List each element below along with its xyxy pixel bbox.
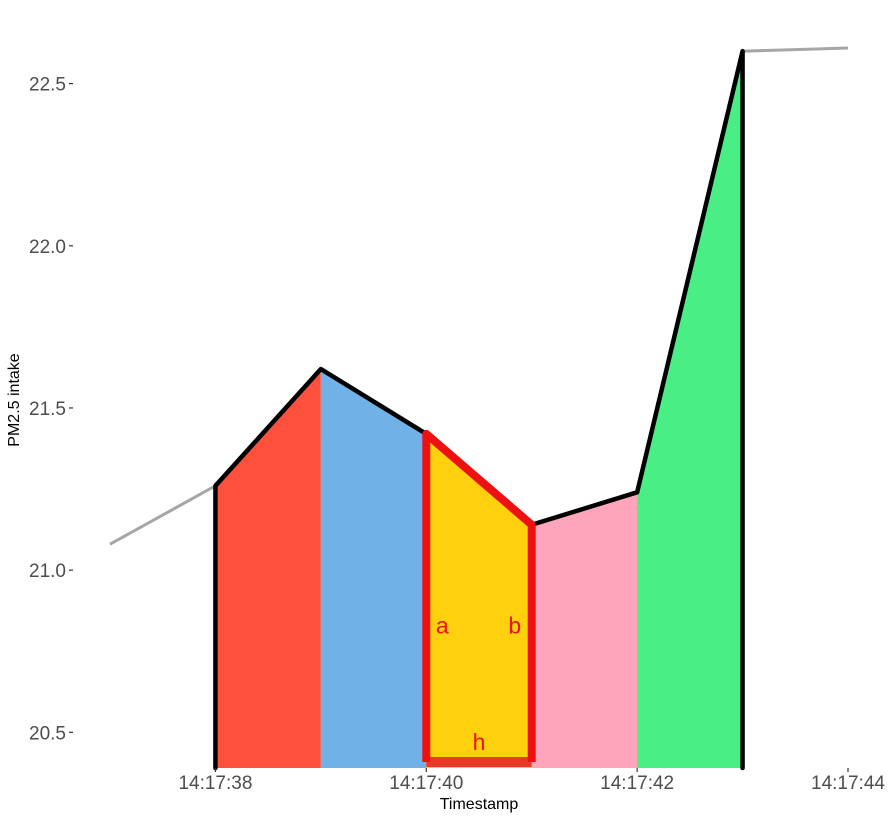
- x-tick-label: 14:17:44: [811, 773, 885, 794]
- x-tick-label: 14:17:38: [178, 773, 252, 794]
- segment-3: [426, 433, 532, 768]
- y-tick-label: 21.0: [29, 561, 66, 582]
- x-axis-title: Timestamp: [440, 796, 519, 813]
- segment-4: [531, 492, 638, 768]
- x-tick-label: 14:17:40: [389, 773, 463, 794]
- highlighted-trapezoid: a b h: [422, 429, 536, 767]
- x-axis: 14:17:38 14:17:40 14:17:42 14:17:44: [178, 768, 885, 794]
- label-a: a: [436, 612, 449, 638]
- segment-1: [215, 369, 321, 768]
- label-b: b: [508, 612, 521, 638]
- segment-5: [637, 51, 743, 769]
- y-tick-label: 22.0: [29, 237, 66, 258]
- y-tick-label: 22.5: [29, 75, 66, 96]
- x-tick-label: 14:17:42: [600, 773, 674, 794]
- y-tick-label: 20.5: [29, 723, 66, 744]
- segment-2: [320, 369, 427, 768]
- highlight-border: [422, 429, 536, 762]
- y-axis-title: PM2.5 intake: [6, 353, 23, 446]
- y-tick-label: 21.5: [29, 399, 66, 420]
- y-axis: 20.5 21.0 21.5 22.0 22.5: [29, 75, 73, 744]
- label-h: h: [473, 729, 486, 755]
- segment-fills: [109, 46, 849, 769]
